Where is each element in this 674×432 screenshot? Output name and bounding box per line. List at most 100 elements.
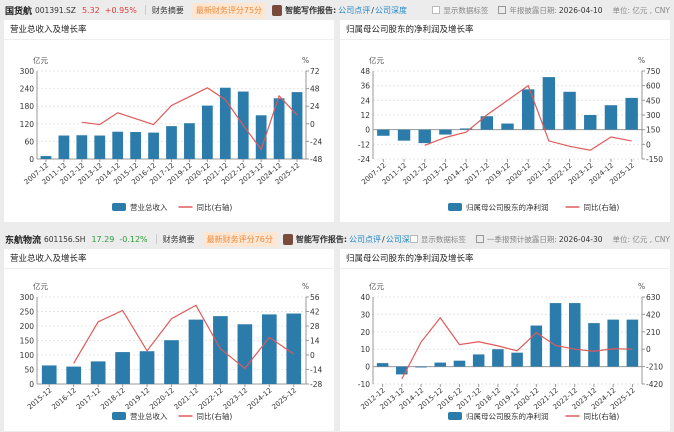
show-labels-checkbox[interactable] xyxy=(432,6,441,14)
y2-tick-label: 0 xyxy=(310,351,315,360)
bar[interactable] xyxy=(530,325,543,367)
yoy-line[interactable] xyxy=(424,84,632,151)
bar[interactable] xyxy=(418,129,431,144)
company-depth-link[interactable]: 公司深度 xyxy=(385,234,418,244)
bar[interactable] xyxy=(434,362,447,367)
yoy-line[interactable] xyxy=(81,87,298,151)
x-tick-label: 2021-12 xyxy=(173,386,201,411)
bar[interactable] xyxy=(377,129,390,136)
y2-tick-label: 450 xyxy=(646,96,661,105)
bar[interactable] xyxy=(255,115,267,159)
bar[interactable] xyxy=(188,319,204,384)
bar[interactable] xyxy=(459,128,473,130)
bar[interactable] xyxy=(201,105,213,159)
bar[interactable] xyxy=(41,365,57,384)
legend-line-label[interactable]: 同比(右轴) xyxy=(197,411,233,421)
bar[interactable] xyxy=(607,319,619,367)
bar[interactable] xyxy=(472,354,485,367)
bar[interactable] xyxy=(376,363,389,367)
bar[interactable] xyxy=(66,366,82,384)
bar[interactable] xyxy=(625,97,638,130)
financial-summary-link[interactable]: 财务摘要 xyxy=(162,234,195,244)
yoy-line[interactable] xyxy=(73,304,295,370)
show-labels-checkbox[interactable] xyxy=(409,235,418,243)
bar[interactable] xyxy=(521,89,535,130)
y-tick-label: 40 xyxy=(360,293,370,302)
bar[interactable] xyxy=(76,135,88,159)
bar[interactable] xyxy=(94,135,106,159)
bar[interactable] xyxy=(626,319,639,367)
bar[interactable] xyxy=(148,132,159,159)
bar[interactable] xyxy=(112,131,124,159)
financial-summary-link[interactable]: 财务摘要 xyxy=(151,5,184,15)
y2-tick-label: 72 xyxy=(310,67,320,76)
bar[interactable] xyxy=(549,303,562,367)
x-tick-label: 2022-12 xyxy=(197,386,225,411)
legend-bar-label[interactable]: 归属母公司股东的净利润 xyxy=(466,411,549,421)
stock-price: 17.29 xyxy=(91,234,115,244)
x-tick-label: 2025-12 xyxy=(271,386,299,411)
bar[interactable] xyxy=(511,352,523,367)
bar[interactable] xyxy=(273,98,285,159)
legend-line-label[interactable]: 同比(右轴) xyxy=(584,202,620,212)
legend-line-label[interactable]: 同比(右轴) xyxy=(197,202,233,212)
bar[interactable] xyxy=(237,324,253,384)
legend-bar-label[interactable]: 归属母公司股东的净利润 xyxy=(466,202,549,212)
bar[interactable] xyxy=(115,352,130,384)
bar[interactable] xyxy=(397,129,411,141)
x-tick-label: 2015-12 xyxy=(26,386,54,411)
bar[interactable] xyxy=(453,360,466,367)
x-tick-label: 2016-12 xyxy=(50,386,78,411)
bar[interactable] xyxy=(130,132,142,159)
bar[interactable] xyxy=(164,340,179,384)
bar[interactable] xyxy=(415,366,427,368)
bar[interactable] xyxy=(396,366,408,375)
bar[interactable] xyxy=(40,156,52,159)
y2-tick-label: 750 xyxy=(646,67,661,76)
financial-score-badge[interactable]: 最新财务评分75分 xyxy=(191,2,267,18)
bar[interactable] xyxy=(480,116,494,130)
y-tick-label: -12 xyxy=(358,140,370,149)
revenue-panel-1: 营业总收入及增长率 亿元% 0 60 120 180 240 300 -48 -24 0 24 48 72… xyxy=(4,20,334,222)
bar[interactable] xyxy=(213,316,228,384)
stock-price: 5.32 xyxy=(81,5,100,15)
company-review-link[interactable]: 公司点评 xyxy=(349,234,382,244)
bar[interactable] xyxy=(58,135,70,159)
bar[interactable] xyxy=(291,92,303,159)
bar[interactable] xyxy=(563,91,576,130)
bar[interactable] xyxy=(584,115,597,130)
bar[interactable] xyxy=(90,361,106,384)
bar[interactable] xyxy=(166,126,177,159)
legend-bar-label[interactable]: 营业总收入 xyxy=(130,202,168,212)
legend-line-label[interactable]: 同比(右轴) xyxy=(584,411,620,421)
bar[interactable] xyxy=(604,105,618,130)
chart: 亿元 %060120180240300-48-2402448722007-1220… xyxy=(20,55,323,212)
bar[interactable] xyxy=(542,77,556,130)
bar[interactable] xyxy=(261,314,277,384)
show-labels-label: 显示数据标签 xyxy=(420,234,466,244)
right-unit: % xyxy=(638,282,645,291)
company-review-link[interactable]: 公司点评 xyxy=(338,5,371,15)
chart-title: 营业总收入及增长率 xyxy=(4,249,334,269)
bar[interactable] xyxy=(139,351,155,384)
bar[interactable] xyxy=(492,349,504,367)
bar[interactable] xyxy=(286,313,302,384)
legend-bar-label[interactable]: 营业总收入 xyxy=(130,411,168,421)
bar[interactable] xyxy=(219,87,231,159)
financial-score-badge[interactable]: 最新财务评分76分 xyxy=(202,231,277,247)
bar[interactable] xyxy=(439,129,452,135)
company-name[interactable]: 东航物流 xyxy=(5,235,42,246)
yoy-line[interactable] xyxy=(401,316,633,380)
chart: 亿元 % 0 50 100 150 200 250 300 -28 -14 0 14 28 42 56 2015… xyxy=(20,281,323,421)
bar[interactable] xyxy=(568,303,581,367)
header-right: 显示数据标签 一季报预计披露日期: 2026-04-30 单位: 亿元 , CN… xyxy=(409,234,670,245)
y2-tick-label: 28 xyxy=(310,322,320,331)
bar[interactable] xyxy=(588,323,600,367)
y-tick-label: 120 xyxy=(20,120,35,129)
company-name[interactable]: 国货航 xyxy=(5,6,33,17)
bar[interactable] xyxy=(184,123,195,159)
bar[interactable] xyxy=(501,123,514,130)
company-depth-link[interactable]: 公司深度 xyxy=(374,5,407,15)
y2-tick-label: 56 xyxy=(310,293,320,302)
avatar xyxy=(282,233,293,245)
